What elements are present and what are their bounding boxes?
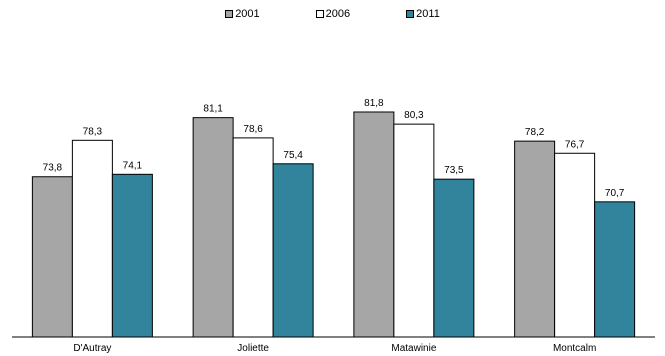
data-label-2001-1: 81,1 [203, 104, 223, 115]
bar-2011-1 [272, 163, 314, 338]
data-label-2006-0: 78,3 [83, 126, 103, 137]
legend-label-2011: 2011 [416, 8, 440, 20]
bar-2001-2 [353, 111, 395, 338]
data-label-2001-3: 78,2 [525, 127, 545, 138]
legend-swatch-2011 [406, 10, 415, 18]
data-label-2006-2: 80,3 [404, 110, 424, 121]
bar-2011-0 [111, 173, 153, 338]
data-label-2001-2: 81,8 [364, 98, 384, 109]
bar-2006-2 [393, 123, 435, 338]
data-label-2006-1: 78,6 [243, 124, 263, 135]
bar-2011-2 [433, 178, 475, 338]
bar-2006-3 [554, 152, 596, 338]
data-label-2011-0: 74,1 [123, 160, 143, 171]
bar-2001-0 [31, 176, 73, 338]
x-tick-label-2: Matawinie [391, 343, 436, 354]
legend-swatch-2001 [225, 10, 234, 18]
legend-label-2006: 2006 [325, 8, 351, 20]
bar-2001-3 [514, 140, 556, 338]
legend-item-2006: 2006 [315, 8, 351, 20]
data-label-2006-3: 76,7 [565, 139, 585, 150]
bar-2001-1 [192, 117, 234, 338]
legend: 2001 2006 2011 [0, 8, 665, 20]
bar-2011-3 [594, 201, 636, 338]
data-label-2011-2: 73,5 [444, 165, 464, 176]
legend-swatch-2006 [315, 10, 324, 18]
legend-item-2011: 2011 [406, 8, 440, 20]
x-tick-label-1: Joliette [237, 343, 269, 354]
legend-label-2001: 2001 [235, 8, 260, 20]
x-tick-label-3: Montcalm [553, 343, 596, 354]
data-label-2011-1: 75,4 [283, 150, 303, 161]
legend-item-2001: 2001 [225, 8, 260, 20]
bar-2006-1 [232, 137, 274, 338]
data-label-2011-3: 70,7 [605, 188, 625, 199]
x-tick-label-0: D'Autray [73, 343, 111, 354]
bar-2006-0 [71, 139, 113, 338]
data-label-2001-0: 73,8 [43, 163, 63, 174]
